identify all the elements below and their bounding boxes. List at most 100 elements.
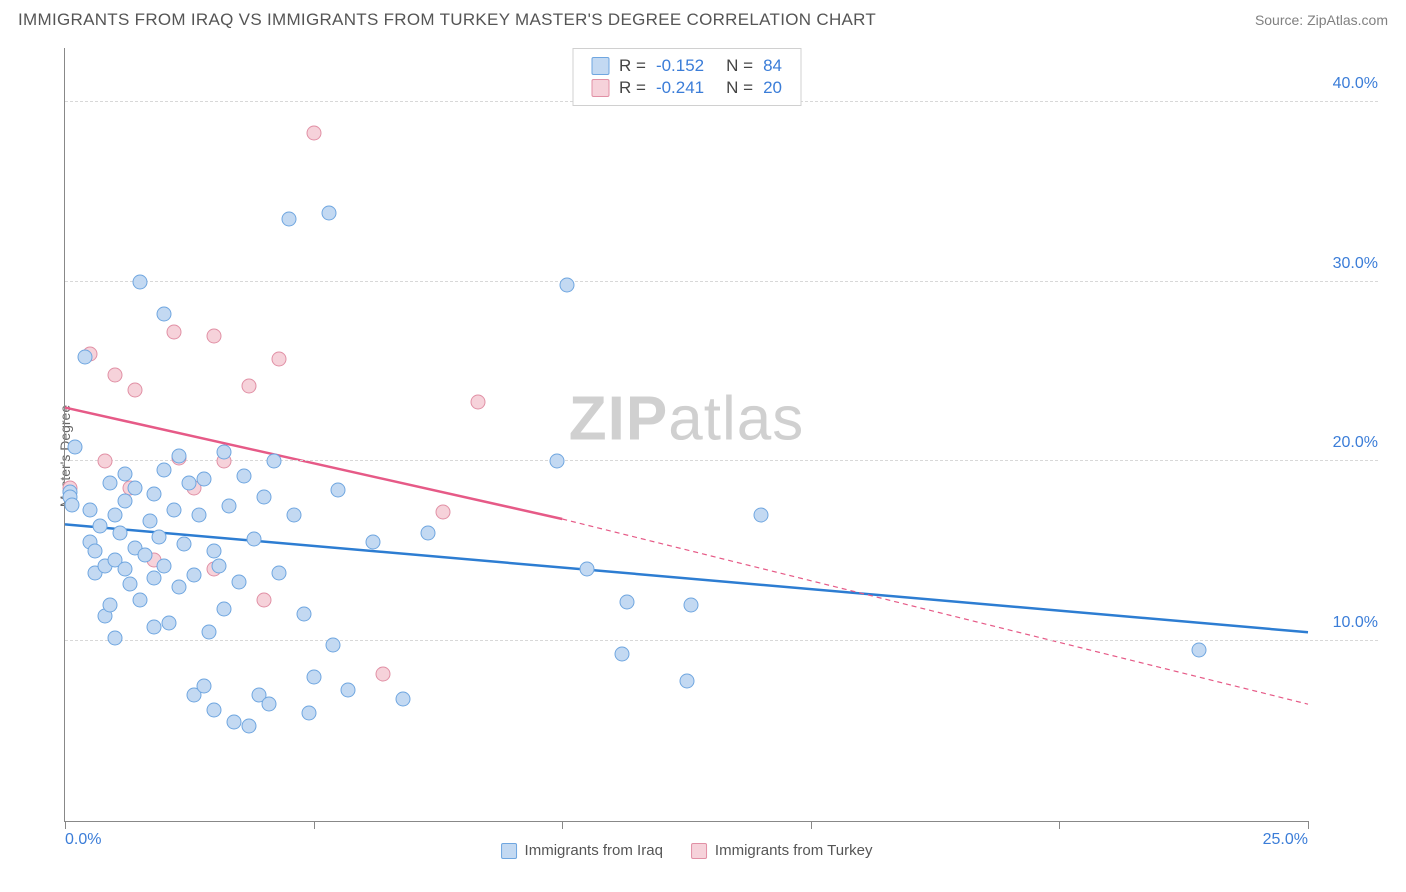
scatter-point-series1 [246, 531, 261, 546]
legend-swatch [591, 79, 609, 97]
plot-area: ZIPatlas R =-0.152N =84R =-0.241N =20 Im… [64, 48, 1308, 822]
x-tick [65, 821, 66, 829]
scatter-point-series2 [107, 368, 122, 383]
scatter-point-series2 [376, 666, 391, 681]
scatter-point-series1 [132, 274, 147, 289]
scatter-point-series1 [102, 476, 117, 491]
scatter-point-series1 [167, 503, 182, 518]
scatter-point-series1 [286, 508, 301, 523]
scatter-point-series1 [331, 483, 346, 498]
scatter-point-series1 [92, 519, 107, 534]
scatter-point-series1 [227, 715, 242, 730]
scatter-point-series1 [271, 565, 286, 580]
scatter-point-series1 [619, 594, 634, 609]
gridline [65, 281, 1378, 282]
scatter-point-series1 [117, 562, 132, 577]
scatter-point-series1 [187, 567, 202, 582]
scatter-point-series1 [207, 544, 222, 559]
legend-series: Immigrants from Iraq Immigrants from Turk… [501, 842, 873, 859]
scatter-point-series1 [127, 481, 142, 496]
scatter-point-series1 [67, 440, 82, 455]
legend-swatch [691, 843, 707, 859]
scatter-point-series1 [222, 499, 237, 514]
y-tick-label: 30.0% [1316, 255, 1378, 273]
watermark: ZIPatlas [569, 384, 804, 455]
scatter-point-series1 [107, 508, 122, 523]
scatter-point-series1 [112, 526, 127, 541]
scatter-point-series1 [157, 463, 172, 478]
scatter-point-series1 [366, 535, 381, 550]
scatter-point-series1 [754, 508, 769, 523]
scatter-point-series1 [232, 574, 247, 589]
scatter-point-series1 [420, 526, 435, 541]
gridline [65, 640, 1378, 641]
scatter-point-series1 [560, 278, 575, 293]
x-tick [1059, 821, 1060, 829]
scatter-point-series1 [147, 619, 162, 634]
scatter-point-series1 [212, 558, 227, 573]
legend-label: Immigrants from Turkey [715, 842, 873, 859]
scatter-point-series2 [470, 395, 485, 410]
legend-stat-row: R =-0.152N =84 [591, 56, 782, 76]
y-tick-label: 40.0% [1316, 75, 1378, 93]
scatter-point-series1 [684, 598, 699, 613]
scatter-point-series1 [1191, 643, 1206, 658]
scatter-point-series1 [207, 702, 222, 717]
scatter-point-series1 [65, 497, 80, 512]
scatter-point-series1 [236, 468, 251, 483]
scatter-point-series1 [157, 307, 172, 322]
gridline [65, 460, 1378, 461]
x-tick [1308, 821, 1309, 829]
scatter-point-series1 [341, 682, 356, 697]
scatter-point-series1 [157, 558, 172, 573]
legend-stat-row: R =-0.241N =20 [591, 78, 782, 98]
x-tick [314, 821, 315, 829]
legend-swatch [591, 57, 609, 75]
scatter-point-series1 [172, 449, 187, 464]
scatter-point-series2 [271, 352, 286, 367]
x-tick-label: 0.0% [65, 831, 101, 849]
scatter-point-series1 [241, 718, 256, 733]
scatter-point-series1 [82, 503, 97, 518]
scatter-point-series1 [137, 547, 152, 562]
scatter-point-series1 [614, 646, 629, 661]
scatter-point-series1 [87, 544, 102, 559]
scatter-point-series1 [147, 571, 162, 586]
scatter-point-series1 [152, 529, 167, 544]
scatter-point-series1 [202, 625, 217, 640]
scatter-point-series2 [97, 454, 112, 469]
scatter-point-series1 [326, 637, 341, 652]
x-tick [562, 821, 563, 829]
scatter-point-series1 [147, 486, 162, 501]
scatter-point-series1 [281, 211, 296, 226]
scatter-point-series1 [117, 494, 132, 509]
legend-swatch [501, 843, 517, 859]
scatter-point-series1 [580, 562, 595, 577]
scatter-point-series2 [167, 325, 182, 340]
scatter-point-series1 [197, 472, 212, 487]
scatter-point-series1 [102, 598, 117, 613]
scatter-point-series2 [306, 125, 321, 140]
scatter-point-series1 [301, 706, 316, 721]
scatter-point-series1 [261, 697, 276, 712]
scatter-point-series2 [207, 328, 222, 343]
source-label: Source: ZipAtlas.com [1255, 12, 1388, 28]
scatter-point-series1 [107, 630, 122, 645]
scatter-point-series1 [217, 445, 232, 460]
scatter-point-series2 [256, 592, 271, 607]
scatter-point-series1 [77, 350, 92, 365]
scatter-point-series1 [306, 670, 321, 685]
legend-label: Immigrants from Iraq [525, 842, 663, 859]
legend-item: Immigrants from Turkey [691, 842, 873, 859]
chart-area: Master's Degree ZIPatlas R =-0.152N =84R… [18, 40, 1388, 872]
scatter-point-series1 [256, 490, 271, 505]
scatter-point-series1 [296, 607, 311, 622]
legend-item: Immigrants from Iraq [501, 842, 663, 859]
scatter-point-series1 [142, 513, 157, 528]
legend-stats: R =-0.152N =84R =-0.241N =20 [572, 48, 801, 106]
scatter-point-series1 [396, 691, 411, 706]
y-tick-label: 10.0% [1316, 614, 1378, 632]
scatter-point-series1 [197, 679, 212, 694]
trend-lines [65, 48, 1308, 821]
chart-title: IMMIGRANTS FROM IRAQ VS IMMIGRANTS FROM … [18, 10, 876, 30]
